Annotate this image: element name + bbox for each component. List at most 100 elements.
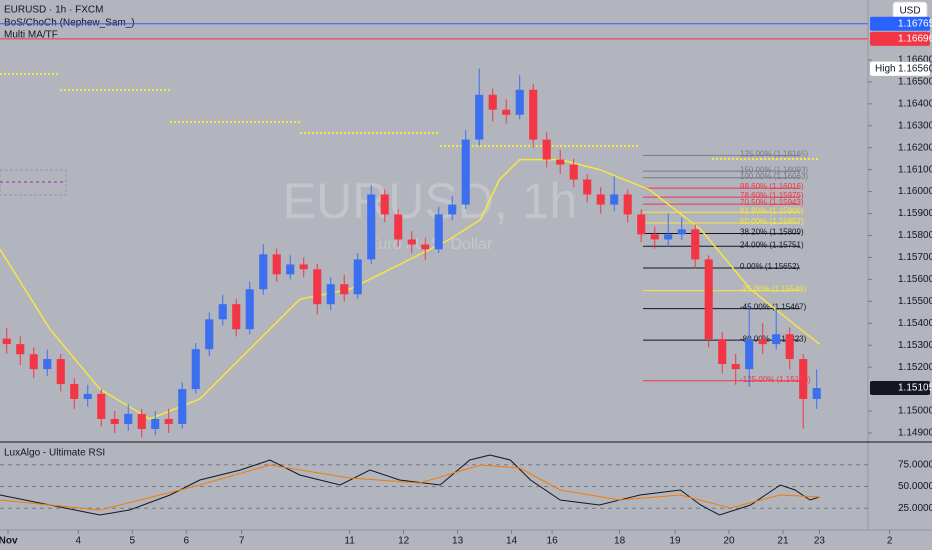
candle-body: [205, 319, 214, 350]
y-tick-label: 1.16400: [898, 98, 932, 109]
y-tick-label: 1.15900: [898, 208, 932, 219]
y-tick-label: 1.16500: [898, 77, 932, 88]
candle-body: [245, 289, 254, 330]
y-tick-label: 1.15400: [898, 318, 932, 329]
x-tick-label: 12: [398, 536, 410, 547]
candle-body: [178, 389, 187, 425]
rsi-line: [0, 454, 820, 516]
candle-body: [475, 94, 484, 140]
price-tag-label: 1.15105: [898, 383, 932, 394]
candle-body: [664, 234, 673, 240]
x-tick-label: 2: [887, 536, 893, 547]
price-tag: [870, 381, 930, 396]
candle-body: [407, 239, 416, 245]
watermark-sub: Euro / U.S. Dollar: [368, 236, 493, 253]
candle-body: [191, 349, 200, 390]
price-tag-label: 1.16560: [898, 63, 932, 74]
candle-body: [151, 418, 160, 430]
candle-body: [691, 229, 700, 260]
candle-body: [2, 338, 11, 345]
fib-label: 100.00% (1.16063): [740, 172, 808, 181]
candle-body: [164, 418, 173, 425]
x-tick-label: Nov: [0, 536, 18, 547]
candle-body: [502, 109, 511, 115]
candle-body: [110, 418, 119, 425]
candle-body: [448, 204, 457, 215]
indicator-label: BoS/ChoCh (Nephew_Sam_): [4, 18, 135, 29]
candle-body: [718, 339, 727, 365]
candle-body: [259, 254, 268, 290]
candle-body: [340, 284, 349, 295]
price-tag-name: High: [875, 63, 896, 74]
candle-body: [812, 388, 821, 399]
x-tick-label: 19: [669, 536, 681, 547]
y-tick-label: 1.16100: [898, 164, 932, 175]
candle-body: [434, 214, 443, 250]
y-tick-label: 1.16300: [898, 120, 932, 131]
fib-label: 61.80% (1.15906): [740, 206, 804, 215]
x-tick-label: 7: [239, 536, 245, 547]
candle-body: [529, 89, 538, 140]
candle-body: [772, 334, 781, 345]
x-tick-label: 18: [614, 536, 626, 547]
price-tag-label: 1.16765: [898, 18, 932, 29]
y-tick-label: 1.15800: [898, 230, 932, 241]
fib-label: 78.60% (1.15975): [740, 191, 804, 200]
candle-body: [43, 359, 52, 370]
candle-body: [569, 164, 578, 180]
candle-body: [677, 229, 686, 235]
candle-body: [124, 413, 133, 425]
candle-body: [353, 259, 362, 295]
fib-label: -25.00% (1.15549): [740, 285, 807, 294]
candle-body: [313, 269, 322, 305]
candle-body: [56, 359, 65, 385]
candle-body: [272, 254, 281, 275]
y-tick-label: 1.15600: [898, 274, 932, 285]
candle-body: [286, 264, 295, 275]
y-tick-label: 1.15000: [898, 406, 932, 417]
y-tick-label: 1.16600: [898, 55, 932, 66]
x-tick-label: 14: [506, 536, 518, 547]
candle-body: [556, 159, 565, 165]
y-tick-label: 1.15500: [898, 296, 932, 307]
candle-body: [380, 194, 389, 215]
fib-label: 125.00% (1.16165): [740, 149, 808, 158]
candle-body: [542, 139, 551, 160]
rsi-title: LuxAlgo - Ultimate RSI: [4, 448, 105, 459]
y-tick-label: 1.15200: [898, 362, 932, 373]
candle-body: [299, 264, 308, 270]
currency-label[interactable]: USD: [899, 6, 920, 17]
y-tick-label: 1.15300: [898, 340, 932, 351]
x-tick-label: 11: [344, 536, 355, 547]
y-tick-label: 75.00000: [898, 459, 932, 470]
candle-body: [232, 304, 241, 330]
candle-body: [326, 284, 335, 305]
candle-body: [758, 339, 767, 345]
indicator-label: Multi MA/TF: [4, 30, 58, 41]
candle-body: [29, 354, 38, 370]
y-tick-label: 1.16000: [898, 186, 932, 197]
candle-body: [16, 344, 25, 355]
candle-body: [650, 234, 659, 240]
fib-label: 150.00% (1.16093): [740, 165, 808, 174]
y-tick-label: 1.14900: [898, 428, 932, 439]
fib-label: -125.00% (1.15138): [740, 375, 811, 384]
candle-body: [367, 194, 376, 260]
x-tick-label: 4: [76, 536, 82, 547]
fib-label: 0.00% (1.15652): [740, 262, 799, 271]
candle-body: [596, 194, 605, 205]
candle-body: [799, 359, 808, 399]
symbol-title: EURUSD · 1h · FXCM: [4, 5, 103, 16]
fib-label: 50.00% (1.15857): [740, 217, 804, 226]
candle-body: [785, 334, 794, 360]
price-tag: [870, 31, 930, 46]
y-tick-label: 1.15700: [898, 252, 932, 263]
fib-label: 70.50% (1.15943): [740, 198, 804, 207]
candle-body: [218, 304, 227, 320]
y-tick-label: 25.00000: [898, 503, 932, 514]
candle-body: [461, 139, 470, 205]
candle-body: [515, 89, 524, 115]
x-tick-label: 21: [777, 536, 789, 547]
